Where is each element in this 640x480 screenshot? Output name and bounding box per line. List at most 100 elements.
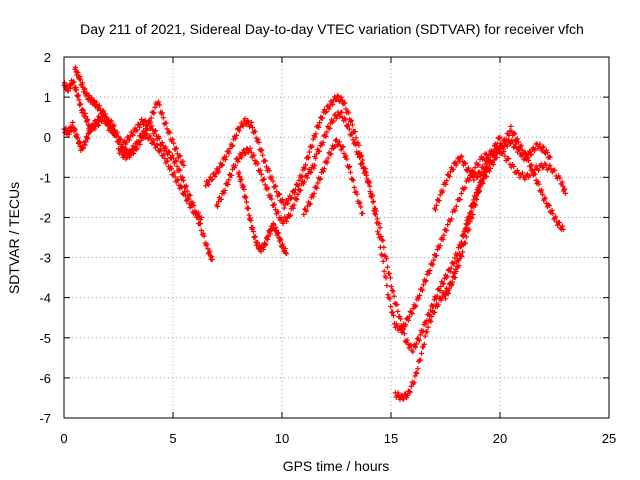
- data-point-marker: [252, 233, 258, 240]
- data-point-marker: [387, 296, 393, 302]
- y-tick-label: -3: [39, 251, 51, 266]
- data-point-marker: [151, 110, 157, 116]
- data-point-marker: [243, 194, 249, 200]
- data-point-marker: [105, 115, 111, 121]
- data-point-marker: [363, 170, 369, 176]
- data-point-marker: [171, 170, 177, 176]
- data-point-marker: [76, 138, 83, 144]
- data-point-marker: [462, 228, 468, 234]
- data-point-marker: [62, 80, 68, 86]
- data-point-marker: [312, 134, 318, 140]
- data-point-marker: [541, 196, 548, 202]
- data-point-marker: [398, 323, 405, 330]
- data-point-marker: [127, 154, 133, 160]
- data-point-marker: [214, 203, 221, 210]
- data-point-marker: [514, 168, 521, 174]
- data-point-marker: [228, 172, 235, 179]
- data-point-marker: [515, 147, 521, 153]
- data-point-marker: [395, 308, 401, 315]
- data-point-marker: [70, 119, 76, 126]
- data-point-marker: [152, 145, 159, 151]
- data-point-marker: [250, 224, 256, 231]
- data-point-marker: [417, 332, 423, 338]
- data-point-marker: [477, 184, 483, 190]
- data-point-marker: [475, 189, 482, 196]
- data-point-marker: [342, 117, 349, 123]
- data-point-marker: [218, 162, 225, 168]
- data-point-marker: [469, 169, 475, 175]
- data-point-marker: [537, 141, 543, 147]
- data-point-marker: [515, 139, 521, 145]
- data-point-marker: [493, 143, 499, 150]
- data-point-marker: [168, 166, 175, 172]
- data-point-marker: [141, 135, 147, 141]
- data-point-marker: [181, 162, 187, 168]
- data-point-marker: [270, 178, 276, 184]
- data-point-marker: [108, 118, 114, 124]
- data-point-marker: [456, 263, 462, 269]
- data-point-marker: [67, 85, 73, 91]
- data-point-marker: [417, 357, 424, 363]
- data-point-marker: [265, 236, 271, 243]
- data-point-marker: [320, 168, 327, 174]
- data-point-marker: [226, 150, 232, 156]
- data-point-marker: [339, 97, 345, 103]
- data-point-marker: [158, 111, 165, 117]
- data-point-marker: [555, 222, 561, 228]
- data-point-marker: [242, 116, 248, 122]
- data-point-marker: [404, 392, 411, 398]
- data-point-marker: [442, 293, 448, 299]
- data-point-marker: [291, 190, 298, 196]
- data-point-marker: [406, 345, 412, 351]
- data-point-marker: [540, 191, 546, 198]
- data-point-marker: [293, 195, 299, 202]
- data-point-marker: [261, 176, 267, 182]
- data-point-marker: [321, 166, 327, 172]
- data-point-marker: [453, 203, 459, 209]
- data-point-marker: [330, 118, 336, 124]
- data-point-marker: [406, 314, 412, 320]
- data-point-marker: [169, 152, 175, 158]
- data-point-marker: [252, 129, 258, 135]
- data-point-marker: [432, 309, 438, 315]
- data-point-marker: [130, 150, 137, 157]
- data-point-marker: [183, 183, 189, 189]
- data-point-marker: [147, 119, 153, 125]
- data-point-marker: [360, 165, 366, 172]
- data-point-marker: [182, 192, 189, 199]
- x-tick-label: 10: [275, 431, 289, 446]
- data-point-marker: [173, 158, 179, 164]
- data-point-marker: [326, 125, 332, 131]
- data-point-marker: [172, 174, 178, 180]
- data-point-marker: [241, 147, 247, 153]
- data-point-marker: [337, 113, 343, 120]
- data-point-marker: [424, 329, 430, 335]
- data-point-marker: [491, 157, 497, 163]
- data-point-marker: [172, 146, 179, 152]
- data-point-marker: [179, 184, 185, 190]
- data-point-marker: [102, 111, 108, 117]
- data-point-marker: [240, 183, 246, 189]
- data-point-marker: [380, 258, 386, 264]
- y-tick-label: -4: [39, 291, 51, 306]
- data-point-marker: [346, 126, 352, 132]
- data-point-marker: [324, 129, 330, 135]
- data-point-marker: [319, 142, 325, 148]
- data-point-marker: [528, 152, 535, 158]
- data-point-marker: [414, 370, 420, 377]
- data-point-marker: [273, 183, 279, 189]
- data-point-marker: [311, 165, 317, 171]
- data-point-marker: [349, 131, 355, 137]
- data-point-marker: [137, 141, 143, 148]
- data-point-marker: [75, 92, 81, 98]
- data-point-marker: [177, 153, 183, 159]
- data-point-marker: [486, 168, 493, 174]
- data-point-marker: [298, 187, 304, 193]
- data-point-marker: [324, 160, 330, 166]
- data-point-marker: [421, 341, 427, 347]
- data-point-marker: [462, 185, 468, 191]
- data-point-marker: [450, 273, 456, 280]
- data-point-marker: [351, 184, 357, 191]
- data-point-marker: [291, 202, 297, 208]
- data-point-marker: [347, 169, 354, 175]
